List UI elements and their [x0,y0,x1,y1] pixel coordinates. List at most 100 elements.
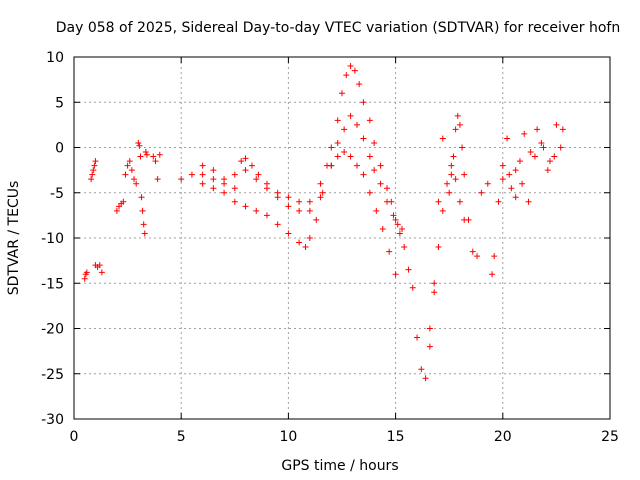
data-point [456,121,463,128]
data-point [426,343,433,350]
data-point [540,144,547,151]
data-point [334,139,341,146]
data-point [347,112,354,119]
data-point [242,167,249,174]
data-point [527,149,534,156]
data-point [551,153,558,160]
series-main-middle [199,112,406,232]
data-point [354,162,361,169]
data-point [90,167,97,174]
data-point [347,153,354,160]
data-point [135,139,142,146]
data-point [140,221,147,228]
data-point [499,162,506,169]
y-tick-label: 5 [55,95,64,111]
data-point [459,144,466,151]
data-point [544,167,551,174]
data-point [446,189,453,196]
x-tick-label: 10 [279,429,297,445]
data-point [553,121,560,128]
data-point [139,207,146,214]
data-point [98,269,105,276]
series-main-upper [178,63,446,382]
data-point [399,225,406,232]
data-point [133,180,140,187]
data-point [339,90,345,97]
data-point [495,198,502,205]
data-point [431,289,438,296]
data-point [469,248,476,255]
data-point [231,171,238,178]
data-point [448,162,455,169]
data-point [360,99,367,106]
data-point [347,63,354,70]
data-point [491,253,498,260]
data-point [461,171,468,178]
data-point [354,121,361,128]
data-point [405,266,412,273]
data-point [439,135,446,142]
data-point [285,230,292,237]
data-point [531,153,538,160]
data-point [274,194,281,201]
data-point [366,189,373,196]
data-point [484,180,491,187]
series-late-spike-1 [446,112,481,260]
data-point [156,151,163,158]
series-main-lower [199,149,399,278]
data-point [444,180,451,187]
data-point [454,112,461,119]
data-point [285,194,292,201]
series-late-cluster [478,121,566,278]
data-point [435,244,442,251]
data-point [126,158,133,165]
data-point [371,167,378,174]
data-point [285,203,292,210]
data-point [131,176,138,183]
data-point [178,176,185,183]
y-axis-title: SDTVAR / TECUs [6,181,22,296]
y-tick-label: -5 [50,186,64,202]
data-point [128,167,135,174]
data-point [396,230,403,237]
data-point [154,176,161,183]
data-point [263,212,270,219]
data-point [452,176,459,183]
data-point [328,144,335,151]
data-point [124,162,131,169]
data-point [386,248,393,255]
data-point [242,155,249,162]
data-point [351,67,358,74]
data-point [414,334,421,341]
x-tick-label: 25 [601,429,619,445]
data-point [92,158,99,165]
x-tick-label: 5 [177,429,186,445]
data-point [390,212,397,219]
data-point [525,198,532,205]
x-axis-title: GPS time / hours [281,458,398,474]
data-point [248,162,255,169]
series-early-b [88,158,99,183]
data-point [461,216,468,223]
data-point [371,139,378,146]
data-point [255,171,262,178]
data-point [83,269,90,276]
x-tick-label: 0 [70,429,79,445]
data-point [253,176,260,183]
x-tick-label: 20 [494,429,512,445]
data-point [418,366,425,373]
y-tick-label: -20 [41,322,64,338]
data-point [231,198,238,205]
data-point [373,207,380,214]
data-point [188,171,195,178]
data-point [141,230,148,237]
data-point [88,176,95,183]
series-late-spike-2 [426,162,468,332]
data-point [392,216,399,223]
data-point [306,198,313,205]
data-point [274,221,281,228]
data-point [210,185,217,192]
series-early-c [92,262,105,276]
y-tick-label: -10 [41,231,64,247]
